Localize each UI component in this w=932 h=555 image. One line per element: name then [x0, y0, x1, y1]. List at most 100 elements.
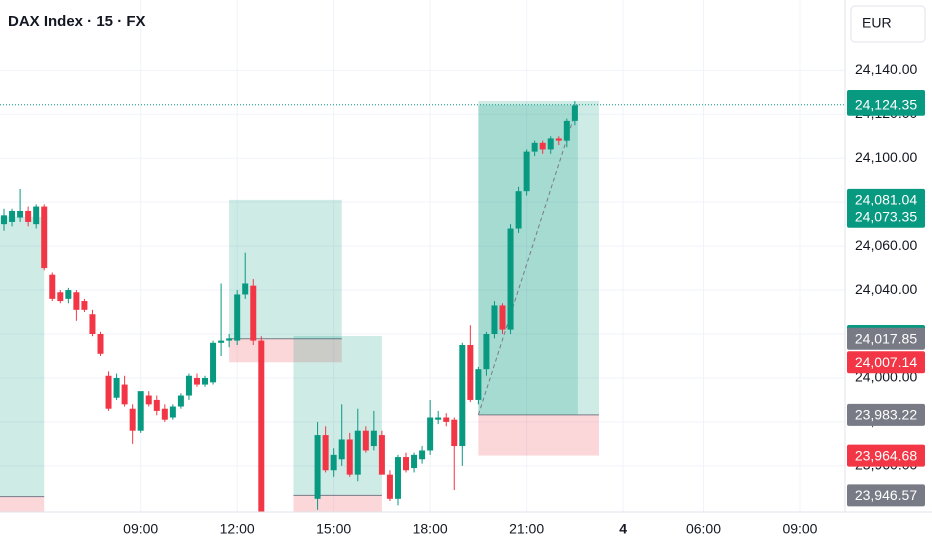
candle-body [386, 474, 393, 499]
candle-body [403, 457, 410, 471]
candle-body [121, 384, 128, 405]
y-tick-label: 24,060.00 [855, 237, 917, 253]
candle-body [57, 292, 64, 302]
candle-body [193, 377, 200, 385]
position-target-zone [478, 101, 599, 415]
price-label-box [847, 351, 925, 374]
x-tick-label: 12:00 [220, 521, 255, 537]
price-label-box [847, 484, 925, 507]
candle-body [507, 228, 514, 330]
position-stop-zone [293, 495, 382, 512]
price-label: 24,017.85 [855, 330, 917, 346]
candle-body [547, 138, 554, 150]
candle-body [49, 274, 56, 299]
candle-body [330, 454, 337, 471]
candle-body [17, 210, 24, 218]
currency-label[interactable]: EUR [862, 15, 892, 31]
candle-body [185, 375, 192, 396]
plot-area [0, 101, 845, 512]
price-label: 24,007.14 [855, 354, 917, 370]
candle-body [443, 417, 450, 422]
candle-body [467, 344, 474, 400]
price-label: 23,946.57 [855, 487, 917, 503]
price-label: 23,964.68 [855, 447, 917, 463]
price-label-box [847, 327, 925, 350]
candle-body [483, 334, 490, 370]
candle-body [523, 151, 530, 192]
candle-body [137, 391, 144, 431]
candle-body [250, 285, 257, 341]
candle-body [177, 395, 184, 407]
price-label-box [847, 188, 925, 211]
candle-body [451, 419, 458, 447]
candle-body [33, 206, 40, 225]
candle-body [226, 338, 233, 341]
candle-body [97, 334, 104, 354]
candle-body [475, 369, 482, 400]
candle-body [459, 344, 466, 447]
candle-body [113, 377, 120, 398]
price-label: 24,073.35 [855, 208, 917, 224]
candle-body [314, 435, 321, 499]
candle-body [105, 375, 112, 409]
x-tick-label: 18:00 [413, 521, 448, 537]
candle-body [145, 395, 152, 405]
candle-body [258, 340, 265, 512]
chart-title: DAX Index · 15 · FX [8, 13, 146, 30]
y-tick-label: 24,100.00 [855, 149, 917, 165]
candle-body [153, 399, 160, 411]
candle-body [427, 417, 434, 451]
candle-body [370, 430, 377, 447]
price-label-box [847, 403, 925, 426]
y-tick-label: 24,040.00 [855, 281, 917, 297]
candle-body [411, 454, 418, 469]
candle-body [9, 210, 16, 222]
candle-body [25, 210, 32, 222]
candle-body [89, 314, 96, 335]
candle-body [571, 105, 578, 121]
candle-body [354, 430, 361, 475]
candle-body [435, 417, 442, 420]
position-target-zone [0, 216, 45, 497]
candle-body [378, 435, 385, 475]
candle-body [531, 142, 538, 152]
x-tick-label: 15:00 [316, 521, 351, 537]
candle-body [362, 430, 369, 451]
candle-body [555, 138, 562, 141]
position-target-zone [293, 336, 382, 496]
price-label: 24,124.35 [855, 96, 917, 112]
candle-body [161, 408, 168, 420]
candle-body [491, 305, 498, 335]
candle-body [202, 377, 209, 385]
candle-body [322, 435, 329, 471]
candle-body [394, 457, 401, 499]
candle-body [234, 294, 241, 341]
candle-body [218, 340, 225, 343]
candle-body [1, 215, 8, 225]
candle-body [515, 191, 522, 229]
candle-body [563, 120, 570, 141]
candle-body [210, 342, 217, 383]
candle-body [338, 439, 345, 460]
price-label-box [847, 444, 925, 467]
position-stop-zone [478, 414, 599, 456]
axes: 23,960.0023,980.0024,000.0024,020.0024,0… [123, 61, 925, 537]
position-stop-zone [229, 338, 342, 363]
candle-body [346, 439, 353, 475]
candle-body [499, 305, 506, 330]
candle-body [539, 142, 546, 150]
candle-body [242, 283, 249, 295]
currency-button[interactable] [850, 5, 926, 43]
x-tick-label: 21:00 [509, 521, 544, 537]
candle-body [41, 206, 48, 269]
x-tick-label: 09:00 [123, 521, 158, 537]
candle-body [129, 408, 136, 431]
x-tick-label: 4 [619, 521, 627, 537]
candle-body [419, 450, 426, 460]
price-label-box [847, 205, 925, 228]
candle-body [65, 290, 72, 299]
y-tick-label: 24,140.00 [855, 61, 917, 77]
x-tick-label: 06:00 [686, 521, 721, 537]
price-label-box [847, 93, 925, 116]
